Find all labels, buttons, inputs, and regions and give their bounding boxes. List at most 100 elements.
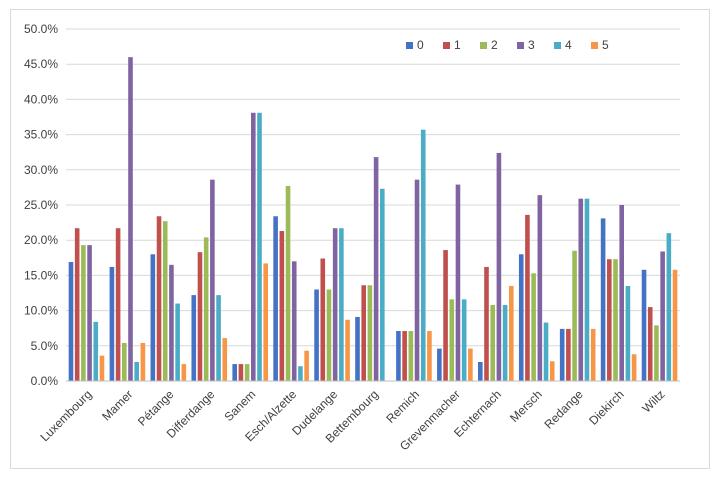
bar bbox=[427, 331, 432, 381]
bar bbox=[150, 254, 156, 381]
x-tick-label: Luxembourg bbox=[38, 387, 95, 444]
bar bbox=[600, 218, 606, 381]
bar bbox=[502, 304, 508, 381]
y-tick-label: 20.0% bbox=[24, 233, 58, 247]
y-tick-label: 30.0% bbox=[24, 163, 58, 177]
gridlines bbox=[66, 28, 680, 347]
bar bbox=[367, 285, 373, 381]
bar bbox=[304, 350, 309, 381]
bar bbox=[87, 245, 92, 381]
legend-swatch bbox=[443, 42, 450, 49]
bar bbox=[461, 299, 467, 381]
bar bbox=[396, 331, 401, 381]
bar bbox=[660, 251, 665, 381]
bar bbox=[380, 188, 385, 381]
bar bbox=[191, 295, 197, 381]
bar bbox=[355, 316, 360, 381]
bar bbox=[468, 348, 473, 381]
bar bbox=[251, 112, 256, 381]
bar bbox=[210, 179, 215, 381]
bar bbox=[420, 129, 426, 381]
bar bbox=[509, 285, 514, 381]
y-tick-label: 0.0% bbox=[31, 374, 59, 388]
bars bbox=[68, 57, 678, 381]
bar bbox=[437, 348, 442, 381]
bar bbox=[537, 195, 543, 381]
legend-label: 1 bbox=[454, 38, 461, 52]
bar bbox=[232, 364, 237, 381]
bar bbox=[449, 299, 455, 381]
bar bbox=[525, 214, 530, 381]
bar bbox=[320, 258, 326, 381]
bar bbox=[257, 112, 262, 381]
bar bbox=[543, 322, 549, 381]
bar bbox=[584, 198, 590, 381]
x-tick-label: Pétange bbox=[135, 387, 177, 429]
bar bbox=[263, 263, 268, 381]
bar bbox=[549, 361, 555, 381]
bar bbox=[93, 321, 99, 381]
legend: 0 1 2 3 4 5 bbox=[406, 38, 609, 52]
legend-swatch bbox=[554, 42, 561, 49]
y-tick-label: 45.0% bbox=[24, 57, 58, 71]
legend-swatch bbox=[517, 42, 524, 49]
bar bbox=[478, 361, 483, 381]
bar bbox=[140, 342, 146, 381]
x-tick-label: Diekirch bbox=[586, 387, 627, 428]
bar bbox=[273, 216, 278, 381]
legend-label: 5 bbox=[602, 38, 609, 52]
x-tick-label: Mamer bbox=[99, 387, 135, 423]
bar bbox=[298, 366, 303, 381]
bar bbox=[666, 233, 672, 381]
bar bbox=[578, 198, 584, 381]
bar bbox=[607, 259, 612, 381]
y-tick-label: 10.0% bbox=[24, 304, 58, 318]
bar bbox=[285, 185, 291, 381]
bar bbox=[590, 328, 596, 381]
legend-label: 0 bbox=[417, 38, 424, 52]
bar bbox=[484, 266, 489, 381]
bar bbox=[197, 252, 203, 381]
bar bbox=[175, 303, 180, 381]
bar bbox=[559, 328, 565, 381]
legend-swatch bbox=[406, 42, 413, 49]
bar bbox=[291, 261, 297, 381]
bar bbox=[672, 269, 678, 381]
x-tick-label: Wiltz bbox=[639, 387, 667, 415]
legend-swatch bbox=[480, 42, 487, 49]
bar bbox=[216, 295, 221, 381]
bar bbox=[373, 157, 379, 381]
bar bbox=[128, 57, 133, 381]
bar bbox=[134, 361, 139, 381]
legend-swatch bbox=[591, 42, 598, 49]
bar bbox=[99, 355, 105, 381]
bar bbox=[443, 250, 448, 381]
bar bbox=[115, 228, 121, 381]
bar bbox=[314, 289, 319, 381]
bar bbox=[109, 266, 115, 381]
bar bbox=[222, 338, 228, 381]
bar bbox=[402, 331, 407, 381]
bar bbox=[238, 364, 244, 381]
bar bbox=[408, 331, 414, 381]
chart-area bbox=[10, 9, 710, 469]
bar bbox=[203, 237, 209, 381]
bar bbox=[631, 354, 637, 381]
x-tick-label: Sanem bbox=[222, 387, 259, 424]
bar bbox=[162, 221, 168, 381]
bar bbox=[339, 228, 344, 381]
bar bbox=[490, 304, 495, 381]
bar bbox=[122, 342, 127, 381]
bar bbox=[641, 269, 647, 381]
y-tick-label: 15.0% bbox=[24, 268, 58, 282]
bar bbox=[81, 245, 86, 381]
bar bbox=[279, 231, 285, 381]
bar bbox=[647, 307, 653, 381]
bar bbox=[332, 228, 338, 381]
bar bbox=[68, 262, 74, 381]
x-tick-label: Mersch bbox=[507, 387, 545, 425]
bar bbox=[619, 205, 624, 381]
bar bbox=[455, 184, 461, 381]
bar bbox=[613, 259, 618, 381]
